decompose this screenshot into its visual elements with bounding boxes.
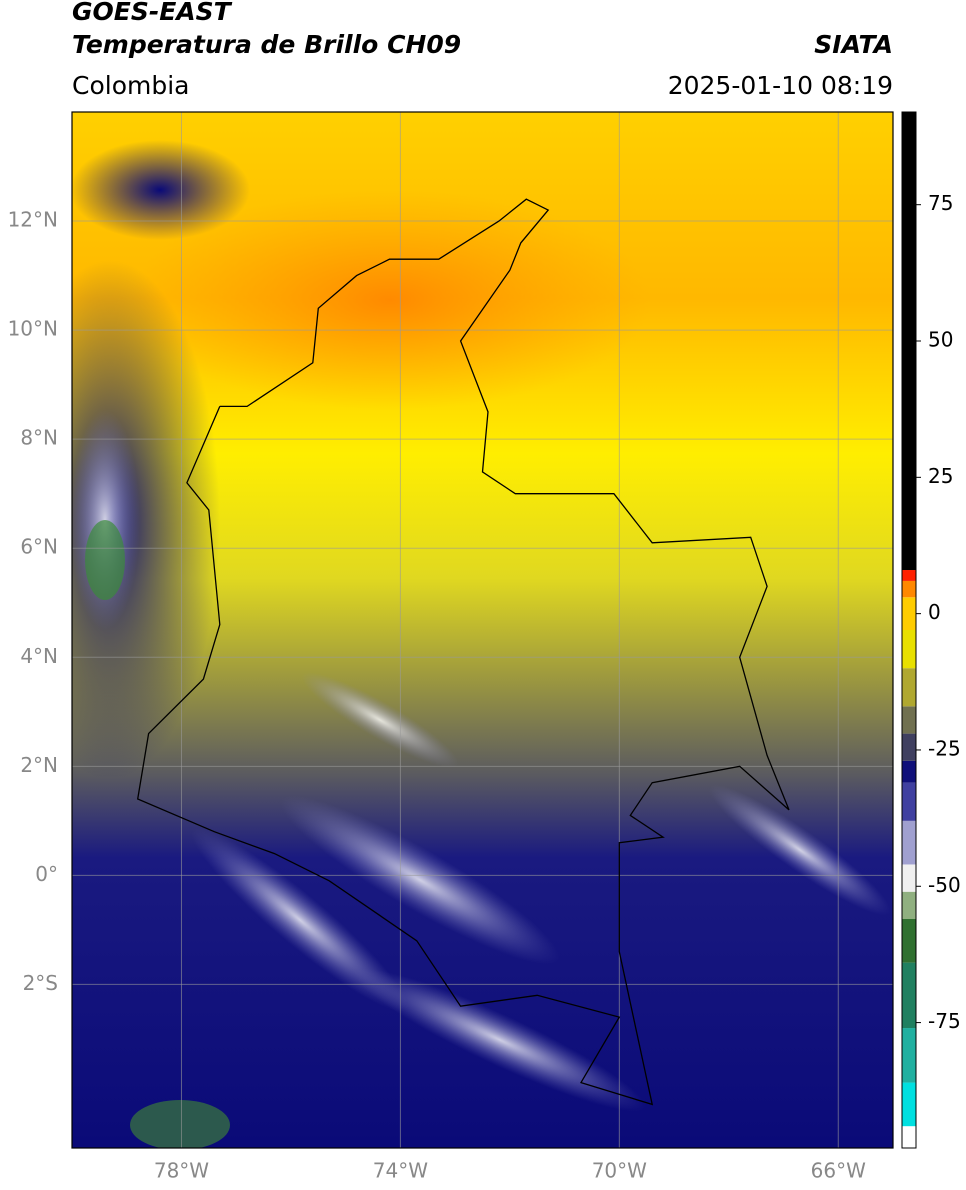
lat-tick-label: 12°N [8, 208, 58, 232]
lat-tick-label: 8°N [20, 426, 58, 450]
colorbar-tick-label: -75 [928, 1009, 961, 1033]
lat-tick-label: 2°N [20, 753, 58, 777]
colorbar-tick-label: -50 [928, 873, 961, 897]
colorbar-segment [902, 668, 916, 707]
region: Colombia [72, 71, 189, 100]
colorbar-segment [902, 864, 916, 892]
colorbar-segment [902, 918, 916, 963]
colorbar-frame [901, 111, 917, 1149]
datetime: 2025-01-10 08:19 [668, 71, 893, 100]
lon-tick-label: 70°W [592, 1159, 647, 1183]
colorbar-segment [902, 580, 916, 598]
lat-tick-label: 0° [35, 862, 58, 886]
colorbar-segment [902, 112, 916, 571]
colorbar-segment [902, 570, 916, 581]
colorbar-segment [902, 891, 916, 919]
colorbar-segment [902, 760, 916, 783]
colorbar-segment [902, 962, 916, 1029]
product: Temperatura de Brillo CH09 [72, 30, 461, 59]
colorbar-tick-label: 50 [928, 328, 953, 352]
colorbar-tick-label: 0 [928, 600, 941, 624]
satellite-image [72, 112, 893, 1148]
colorbar-segment [902, 820, 916, 865]
colorbar-segment [902, 1082, 916, 1127]
lat-tick-label: 6°N [20, 535, 58, 559]
lat-tick-label: 4°N [20, 644, 58, 668]
colorbar-segment [902, 1028, 916, 1083]
lon-tick-label: 74°W [373, 1159, 428, 1183]
colorbar-tick-label: 25 [928, 464, 953, 488]
lat-tick-label: 2°S [23, 971, 58, 995]
colorbar-tick-label: -25 [928, 736, 961, 760]
lon-tick-label: 78°W [154, 1159, 209, 1183]
source: SIATA [814, 30, 893, 59]
colorbar-segment [902, 1126, 916, 1148]
satellite: GOES-EAST [72, 0, 233, 26]
colorbar-tick-label: 75 [928, 191, 953, 215]
colorbar-segment [902, 782, 916, 821]
lat-tick-label: 10°N [8, 317, 58, 341]
colorbar-segment [902, 630, 916, 669]
colorbar-segment [902, 733, 916, 761]
colorbar-segment [902, 597, 916, 630]
lon-tick-label: 66°W [811, 1159, 866, 1183]
colorbar-segment [902, 706, 916, 734]
map-frame [71, 111, 894, 1149]
country-border [136, 198, 790, 1106]
